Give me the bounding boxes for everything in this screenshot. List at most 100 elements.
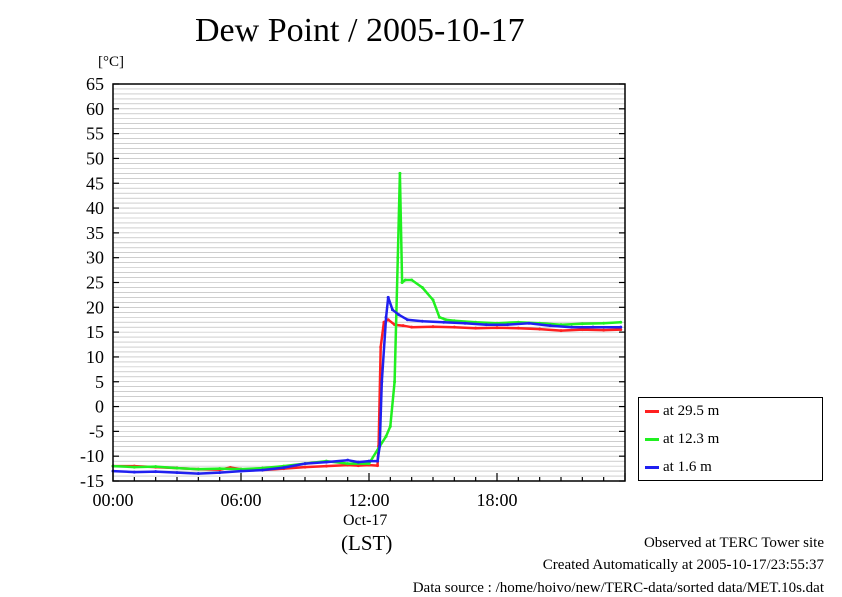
series-point (367, 459, 371, 463)
legend-label: at 1.6 m (663, 458, 712, 475)
x-tick-labels: 00:00 06:00 12:00 18:00 (92, 490, 517, 510)
y-tick-label: 50 (86, 148, 104, 168)
series-point (346, 458, 350, 462)
y-tick-label: 10 (86, 347, 104, 367)
y-tick-label: 0 (95, 397, 104, 417)
y-tick-label: 25 (86, 273, 104, 293)
series-point (398, 171, 402, 175)
series-point (324, 460, 328, 464)
series-point (619, 320, 623, 324)
series-point (379, 345, 383, 349)
x-tick-label: 12:00 (348, 490, 389, 510)
series-point (602, 328, 606, 332)
y-tick-label: 20 (86, 297, 104, 317)
y-tick-label: 35 (86, 223, 104, 243)
series-point (390, 308, 394, 312)
y-tick-label: 15 (86, 322, 104, 342)
series-point (403, 278, 407, 282)
axis-ticks (112, 83, 626, 482)
grid-lines (113, 88, 625, 477)
series-point (218, 471, 222, 475)
footer-site: Observed at TERC Tower site (643, 535, 824, 551)
series-point (260, 468, 264, 472)
series-point (420, 285, 424, 289)
series-point (239, 469, 243, 473)
series-point (346, 462, 350, 466)
legend-item: at 12.3 m (645, 429, 719, 449)
series-point (384, 434, 388, 438)
y-tick-label: -10 (80, 446, 104, 466)
footer-source: Data source : /home/hoivo/new/TERC-data/… (412, 580, 824, 596)
series-point (602, 321, 606, 325)
series-point (393, 380, 397, 384)
series-point (538, 327, 542, 331)
x-tick-label: 06:00 (220, 490, 261, 510)
series-point (356, 464, 360, 468)
series-point (580, 328, 584, 332)
y-tick-label: 60 (86, 99, 104, 119)
series-point (580, 322, 584, 326)
y-tick-label: -5 (89, 421, 104, 441)
y-tick-label: -15 (80, 471, 104, 491)
series-point (452, 325, 456, 329)
series-point (463, 321, 467, 325)
series-point (154, 470, 158, 474)
legend-label: at 12.3 m (663, 430, 720, 447)
series-point (154, 465, 158, 469)
series-point (376, 459, 380, 463)
y-tick-label: 65 (86, 74, 104, 94)
series-point (559, 329, 563, 333)
legend-label: at 29.5 m (663, 402, 720, 419)
series-point (384, 315, 388, 319)
series-point (380, 380, 384, 384)
series-point (401, 324, 405, 328)
y-tick-label: 30 (86, 248, 104, 268)
y-tick-label: 45 (86, 173, 104, 193)
series-point (527, 321, 531, 325)
x-axis-timezone-label: (LST) (341, 531, 393, 555)
series-point (474, 326, 478, 330)
series-point (386, 318, 390, 322)
series-point (378, 444, 382, 448)
series-point (324, 464, 328, 468)
series-point (175, 466, 179, 470)
legend-item: at 29.5 m (645, 401, 719, 421)
series-point (619, 328, 623, 332)
series-point (356, 460, 360, 464)
series-point (132, 465, 136, 469)
series-point (444, 318, 448, 322)
series-point (495, 326, 499, 330)
series-point (376, 464, 380, 468)
series-point (548, 324, 552, 328)
series-point (405, 318, 409, 322)
series-point (437, 315, 441, 319)
y-tick-label: 40 (86, 198, 104, 218)
series-point (484, 323, 488, 327)
y-tick-label: 5 (95, 372, 104, 392)
series-point (386, 295, 390, 299)
series-point (619, 325, 623, 329)
series-point (175, 471, 179, 475)
legend-swatch-blue (645, 465, 659, 469)
series-point (591, 325, 595, 329)
legend-item: at 1.6 m (645, 457, 712, 477)
series-point (396, 256, 400, 260)
series-point (132, 470, 136, 474)
series-line-2 (112, 172, 621, 471)
chart-title: Dew Point / 2005-10-17 (195, 12, 525, 49)
series-point (303, 465, 307, 469)
series-line-3 (112, 296, 621, 475)
series-point (420, 319, 424, 323)
series-lines (111, 171, 623, 476)
legend: at 29.5 m at 12.3 m at 1.6 m (638, 397, 823, 481)
series-point (303, 462, 307, 466)
series-point (410, 325, 414, 329)
x-tick-label: 00:00 (92, 490, 133, 510)
legend-swatch-green (645, 437, 659, 441)
series-point (282, 466, 286, 470)
series-point (442, 320, 446, 324)
x-axis-date-label: Oct-17 (343, 512, 388, 529)
series-point (397, 313, 401, 317)
